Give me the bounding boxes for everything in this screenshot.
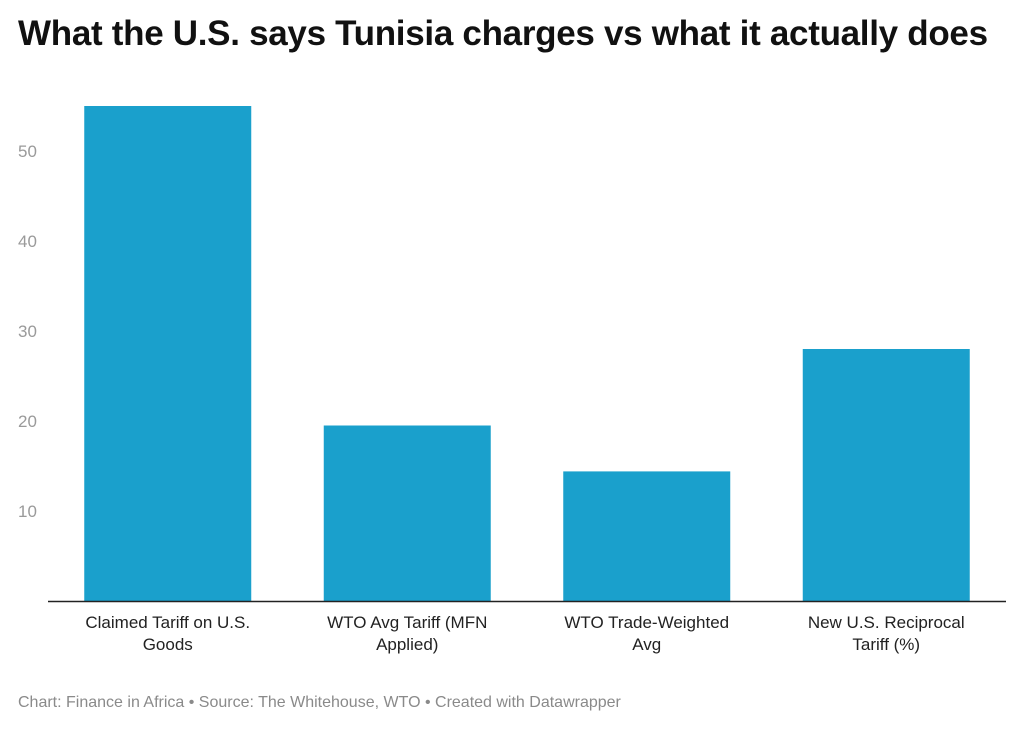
y-tick-label: 50 bbox=[18, 142, 37, 161]
x-axis-labels: Claimed Tariff on U.S. Goods WTO Avg Tarif… bbox=[85, 613, 964, 654]
x-tick-label: WTO Avg Tariff (MFN Applied) bbox=[327, 613, 487, 654]
bar bbox=[802, 349, 970, 601]
y-tick-label: 40 bbox=[18, 232, 37, 251]
y-tick-label: 30 bbox=[18, 322, 37, 341]
x-tick-label: New U.S. Reciprocal Tariff (%) bbox=[808, 613, 965, 654]
y-tick-label: 20 bbox=[18, 412, 37, 431]
y-axis-ticks: 10 20 30 40 50 bbox=[18, 142, 37, 521]
chart-footer: Chart: Finance in Africa • Source: The W… bbox=[18, 694, 621, 711]
x-tick-label: Claimed Tariff on U.S. Goods bbox=[85, 613, 250, 654]
chart-title: What the U.S. says Tunisia charges vs wh… bbox=[18, 14, 988, 53]
bar bbox=[84, 106, 252, 601]
x-tick-label: WTO Trade-Weighted Avg bbox=[564, 613, 729, 654]
y-tick-label: 10 bbox=[18, 502, 37, 521]
bar bbox=[323, 425, 491, 601]
bar bbox=[563, 471, 731, 601]
bars bbox=[84, 106, 970, 601]
